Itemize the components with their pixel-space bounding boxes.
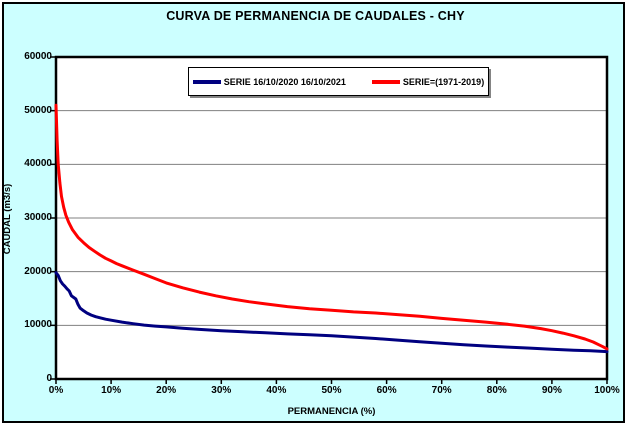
series-1971-2019-line-swatch — [371, 79, 400, 84]
y-tick-label: 50000 — [24, 104, 52, 116]
x-tick-label: 40% — [266, 385, 287, 396]
y-tick-label: 0 — [46, 373, 52, 384]
x-tick-label: 30% — [211, 385, 232, 396]
x-tick-label: 10% — [101, 385, 122, 396]
y-tick-label: 20000 — [24, 265, 52, 277]
legend-item-serie-1971-2019: SERIE=(1971-2019) — [371, 76, 485, 87]
y-tick-label: 40000 — [24, 158, 52, 170]
y-tick-label: 10000 — [24, 319, 52, 331]
x-tick-label: 80% — [486, 385, 507, 396]
legend-label: SERIE 16/10/2020 16/10/2021 — [223, 76, 346, 87]
chart-title: CURVA DE PERMANENCIA DE CAUDALES - CHY — [166, 9, 465, 23]
series-2020-2021-line-swatch — [192, 79, 221, 84]
legend-item-serie-2020-2021: SERIE 16/10/2020 16/10/2021 — [192, 76, 346, 87]
x-tick-label: 0% — [48, 385, 64, 396]
x-axis-title: PERMANENCIA (%) — [287, 406, 376, 417]
x-tick-label: 90% — [541, 385, 562, 396]
plot-area — [50, 55, 609, 384]
y-tick-label: 30000 — [24, 212, 52, 223]
series-line-0 — [54, 271, 609, 354]
y-tick-label: 60000 — [24, 51, 52, 62]
x-tick-label: 50% — [321, 385, 342, 396]
x-tick-label: 100% — [594, 385, 620, 396]
legend: SERIE 16/10/2020 16/10/2021 SERIE=(1971-… — [188, 67, 489, 96]
series-line-1 — [54, 103, 609, 351]
x-tick-label: 20% — [156, 385, 177, 396]
legend-label: SERIE=(1971-2019) — [402, 76, 485, 87]
x-tick-label: 70% — [431, 385, 452, 396]
x-tick-label: 60% — [376, 385, 397, 396]
